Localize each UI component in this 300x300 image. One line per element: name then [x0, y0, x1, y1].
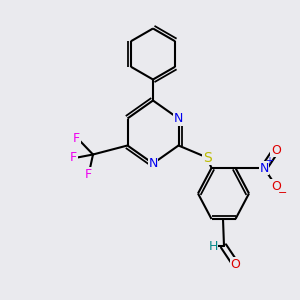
- Text: N: N: [148, 157, 158, 170]
- Text: N: N: [174, 112, 183, 125]
- Text: N: N: [259, 161, 269, 175]
- Text: F: F: [70, 151, 77, 164]
- Text: H: H: [208, 239, 218, 253]
- Text: +: +: [266, 156, 273, 167]
- Text: F: F: [85, 167, 92, 181]
- Text: O: O: [271, 143, 281, 157]
- Text: O: O: [231, 257, 240, 271]
- Text: −: −: [278, 188, 287, 198]
- Text: S: S: [202, 151, 211, 164]
- Text: O: O: [271, 179, 281, 193]
- Text: F: F: [73, 131, 80, 145]
